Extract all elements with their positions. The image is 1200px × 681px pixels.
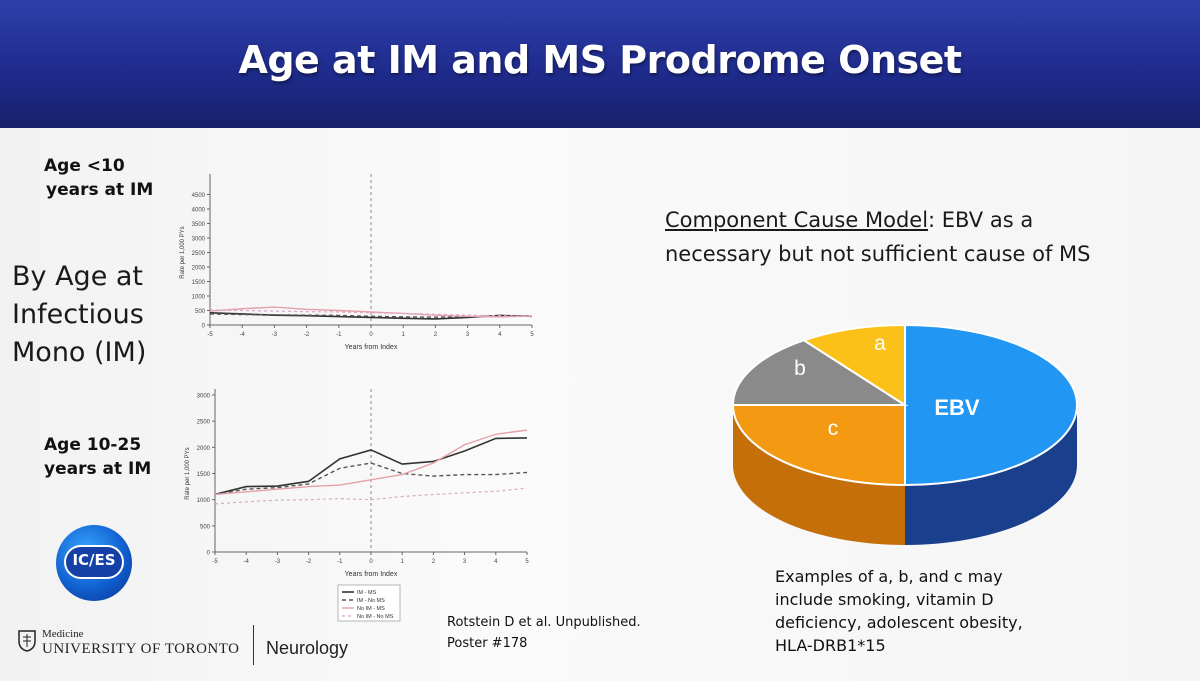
y-tick-label: 1500: [197, 472, 211, 478]
slide-title: Age at IM and MS Prodrome Onset: [238, 38, 962, 82]
series-line-2: [209, 306, 533, 318]
pie-slice-a: [801, 323, 906, 407]
by-age-line1: By Age at: [12, 261, 144, 292]
y-tick-label: 2000: [192, 266, 206, 272]
bottom-panel-label: Age 10-25 years at IM: [44, 433, 151, 481]
examples-line3: deficiency, adolescent obesity,: [775, 613, 1023, 632]
citation: Rotstein D et al. Unpublished. Poster #1…: [447, 612, 641, 654]
pie-label-ebv: EBV: [934, 395, 980, 420]
examples-text: Examples of a, b, and c may include smok…: [775, 565, 1075, 657]
pie-slice-c: [731, 404, 906, 487]
citation-line1: Rotstein D et al. Unpublished.: [447, 615, 641, 630]
y-tick-label: 2500: [197, 420, 211, 426]
x-tick-label: 1: [401, 559, 405, 565]
x-tick-label: -4: [240, 332, 246, 338]
examples-line4: HLA-DRB1*15: [775, 636, 886, 655]
ices-logo-text: IC/ES: [72, 551, 116, 569]
series-line-2: [214, 429, 528, 496]
y-tick-label: 2500: [192, 251, 206, 257]
y-tick-label: 0: [202, 324, 206, 330]
by-age-line2: Infectious: [12, 299, 144, 330]
pie-label-b: b: [794, 357, 806, 380]
examples-line2: include smoking, vitamin D: [775, 590, 994, 609]
series-line-0: [214, 437, 528, 496]
uoft-medicine: Medicine: [42, 628, 84, 640]
legend-box: [337, 584, 401, 622]
by-age-heading: By Age at Infectious Mono (IM): [12, 258, 146, 372]
x-tick-label: -5: [212, 559, 218, 565]
y-tick-label: 3500: [192, 222, 206, 228]
x-tick-label: 0: [369, 332, 373, 338]
legend-label-1: IM - No MS: [357, 598, 385, 604]
y-tick-label: 1500: [192, 280, 206, 286]
pie-slice-ebv: [904, 323, 1078, 487]
x-tick-label: 3: [463, 559, 467, 565]
component-cause-link: Component Cause Model: [665, 208, 929, 232]
by-age-line3: Mono (IM): [12, 337, 147, 368]
uoft-crest-icon: [18, 630, 36, 652]
x-tick-label: -1: [337, 559, 343, 565]
y-tick-label: 3000: [197, 394, 211, 400]
x-tick-label: 2: [432, 559, 436, 565]
chart-legend: IM - MS IM - No MS No IM - MS No IM - No MS: [337, 584, 401, 622]
legend-label-3: No IM - No MS: [357, 614, 394, 620]
top-panel-label-line1: Age <10: [44, 156, 125, 176]
pie-label-a: a: [874, 332, 886, 355]
logo-divider: [253, 625, 254, 665]
y-tick-label: 4500: [192, 193, 206, 199]
x-axis-label: Years from Index: [345, 344, 398, 351]
y-axis-label: Rate per 1,000 PYs: [185, 447, 191, 499]
x-tick-label: 4: [498, 332, 502, 338]
top-panel-label-line2: years at IM: [46, 180, 154, 200]
chart-age-10-25: 0 500 1000 1500 2000 2500 3000 -5 -4 -3 -2 -1 0 1 2 3 4 5…: [185, 389, 529, 622]
y-tick-label: 1000: [197, 498, 211, 504]
series-line-3: [214, 487, 528, 505]
x-axis-label: Years from Index: [345, 571, 398, 578]
series-line-1: [214, 462, 528, 496]
y-axis-label: Rate per 1,000 PYs: [180, 226, 186, 278]
ices-logo: IC/ES: [56, 525, 132, 601]
examples-line1: Examples of a, b, and c may: [775, 567, 1003, 586]
x-tick-label: -1: [336, 332, 342, 338]
top-panel-label: Age <10 years at IM: [44, 154, 153, 202]
x-tick-label: 1: [402, 332, 406, 338]
component-cause-line2: necessary but not sufficient cause of MS: [665, 242, 1091, 266]
x-tick-label: 0: [369, 559, 373, 565]
component-cause-heading: Component Cause Model: EBV as a necessar…: [665, 203, 1091, 271]
y-tick-label: 3000: [192, 237, 206, 243]
title-bar: Age at IM and MS Prodrome Onset: [0, 0, 1200, 132]
x-tick-label: 5: [530, 332, 534, 338]
x-tick-label: 5: [525, 559, 529, 565]
uoft-name: UNIVERSITY OF TORONTO: [42, 641, 240, 657]
x-tick-label: -3: [275, 559, 281, 565]
department-label: Neurology: [266, 638, 349, 658]
x-tick-label: 4: [494, 559, 498, 565]
pie-chart: EBV c b a: [731, 323, 1078, 545]
y-tick-label: 500: [200, 524, 211, 530]
y-tick-label: 4000: [192, 208, 206, 214]
y-tick-label: 0: [207, 551, 211, 557]
legend-label-2: No IM - MS: [357, 606, 385, 612]
bottom-panel-label-line2: years at IM: [44, 459, 152, 479]
legend-label-0: IM - MS: [357, 590, 377, 596]
component-cause-rest: : EBV as a: [928, 208, 1034, 232]
x-tick-label: -2: [306, 559, 312, 565]
x-tick-label: -2: [304, 332, 310, 338]
y-tick-label: 500: [195, 309, 206, 315]
y-tick-label: 1000: [192, 295, 206, 301]
x-tick-label: -4: [244, 559, 250, 565]
x-tick-label: 3: [466, 332, 470, 338]
pie-slice-b: [731, 339, 909, 406]
chart-age-under-10: 0 500 1000 1500 2000 2500 3000 3500 4000 4500 -5 -4…: [180, 174, 534, 351]
bottom-panel-label-line1: Age 10-25: [44, 435, 142, 455]
y-tick-label: 2000: [197, 446, 211, 452]
x-tick-label: 2: [434, 332, 438, 338]
x-tick-label: -3: [272, 332, 278, 338]
citation-line2: Poster #178: [447, 636, 528, 651]
x-tick-label: -5: [207, 332, 213, 338]
pie-label-c: c: [828, 417, 839, 440]
